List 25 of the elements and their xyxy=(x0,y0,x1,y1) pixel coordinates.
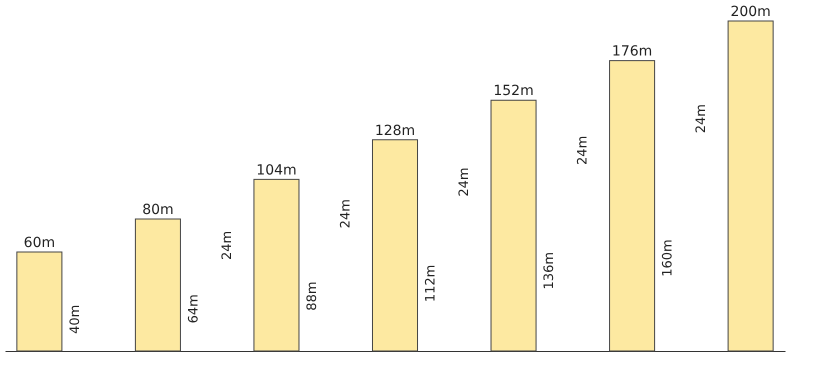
annotation: 24m xyxy=(694,104,710,134)
annotation: 40m xyxy=(68,304,84,334)
bar xyxy=(728,20,774,352)
data-label: 80m xyxy=(142,202,174,218)
bar xyxy=(490,100,537,352)
data-label: 60m xyxy=(24,235,56,251)
annotation: 24m xyxy=(576,136,591,165)
data-label: 104m xyxy=(256,162,297,178)
annotation: 88m xyxy=(305,281,320,311)
annotation: 64m xyxy=(186,294,202,324)
bar xyxy=(16,252,62,352)
annotation: 24m xyxy=(457,167,472,197)
bar xyxy=(253,178,300,352)
annotation: 160m xyxy=(660,239,676,277)
annotation: 24m xyxy=(338,199,354,228)
annotation: 112m xyxy=(424,264,439,302)
bar xyxy=(609,60,656,352)
data-label: 176m xyxy=(612,44,652,60)
data-label: 128m xyxy=(374,122,416,139)
data-label: 200m xyxy=(730,4,771,20)
annotation: 136m xyxy=(542,252,558,290)
bar xyxy=(372,139,418,352)
annotation: 24m xyxy=(220,230,236,260)
bar xyxy=(134,218,181,352)
data-label: 152m xyxy=(493,83,534,100)
